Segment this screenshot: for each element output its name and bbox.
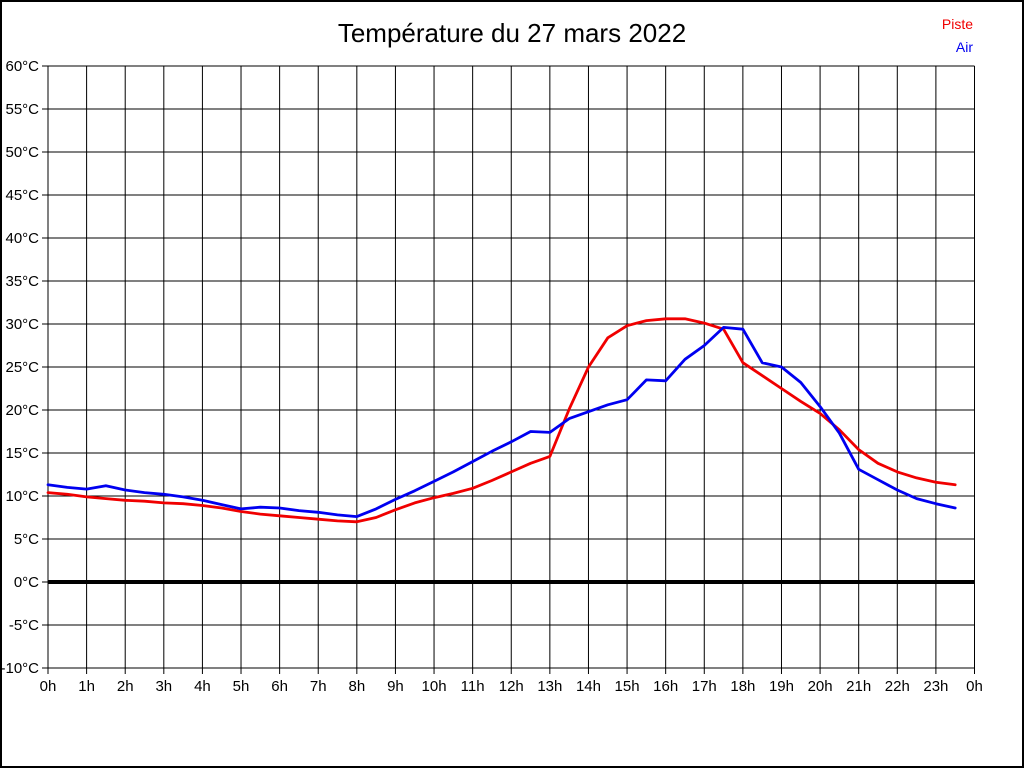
x-tick-label: 3h	[155, 678, 172, 695]
y-tick-label: -10°C	[2, 660, 39, 677]
x-tick-label: 9h	[387, 678, 404, 695]
x-tick-label: 2h	[117, 678, 134, 695]
x-tick-label: 5h	[233, 678, 250, 695]
y-tick-label: 45°C	[5, 187, 39, 204]
y-tick-label: 40°C	[5, 230, 39, 247]
air-line	[46, 325, 957, 518]
x-tick-label: 1h	[78, 678, 95, 695]
x-tick-label: 4h	[194, 678, 211, 695]
y-tick-label: 10°C	[5, 488, 39, 505]
x-tick-label: 12h	[499, 678, 524, 695]
chart-title: Température du 27 mars 2022	[337, 18, 687, 48]
legend: Piste Air	[942, 13, 973, 59]
x-tick-label: 11h	[461, 678, 485, 695]
y-tick-label: 5°C	[14, 531, 39, 548]
x-tick-label: 17h	[692, 678, 717, 695]
y-tick-label: 50°C	[5, 144, 39, 161]
x-tick-label: 22h	[885, 678, 910, 695]
y-tick-label: 20°C	[5, 402, 39, 419]
x-tick-label: 14h	[576, 678, 601, 695]
y-tick-label: 0°C	[14, 574, 39, 591]
y-tick-label: 25°C	[5, 359, 39, 376]
x-tick-label: 16h	[653, 678, 678, 695]
y-tick-label: 15°C	[5, 445, 39, 462]
y-tick-label: 55°C	[5, 101, 39, 118]
x-tick-label: 15h	[615, 678, 640, 695]
legend-air-label: Air	[955, 39, 973, 55]
y-tick-label: 35°C	[5, 273, 39, 290]
x-tick-label: 7h	[310, 678, 327, 695]
x-tick-label: 13h	[537, 678, 562, 695]
legend-piste-label: Piste	[941, 16, 973, 32]
x-tick-label: 6h	[271, 678, 288, 695]
x-tick-label: 10h	[422, 678, 447, 695]
x-tick-label: 20h	[808, 678, 833, 695]
x-tick-label: 21h	[846, 678, 871, 695]
x-tick-label: 19h	[769, 678, 794, 695]
piste-line	[46, 317, 957, 524]
x-tick-label: 0h	[40, 678, 57, 695]
y-tick-label: 30°C	[5, 316, 39, 333]
x-tick-label: 23h	[923, 678, 948, 695]
y-tick-label: -5°C	[9, 617, 39, 634]
x-tick-label: 18h	[730, 678, 755, 695]
x-tick-label: 8h	[348, 678, 365, 695]
y-tick-label: 60°C	[5, 58, 39, 75]
x-tick-label: 0h	[966, 678, 983, 695]
